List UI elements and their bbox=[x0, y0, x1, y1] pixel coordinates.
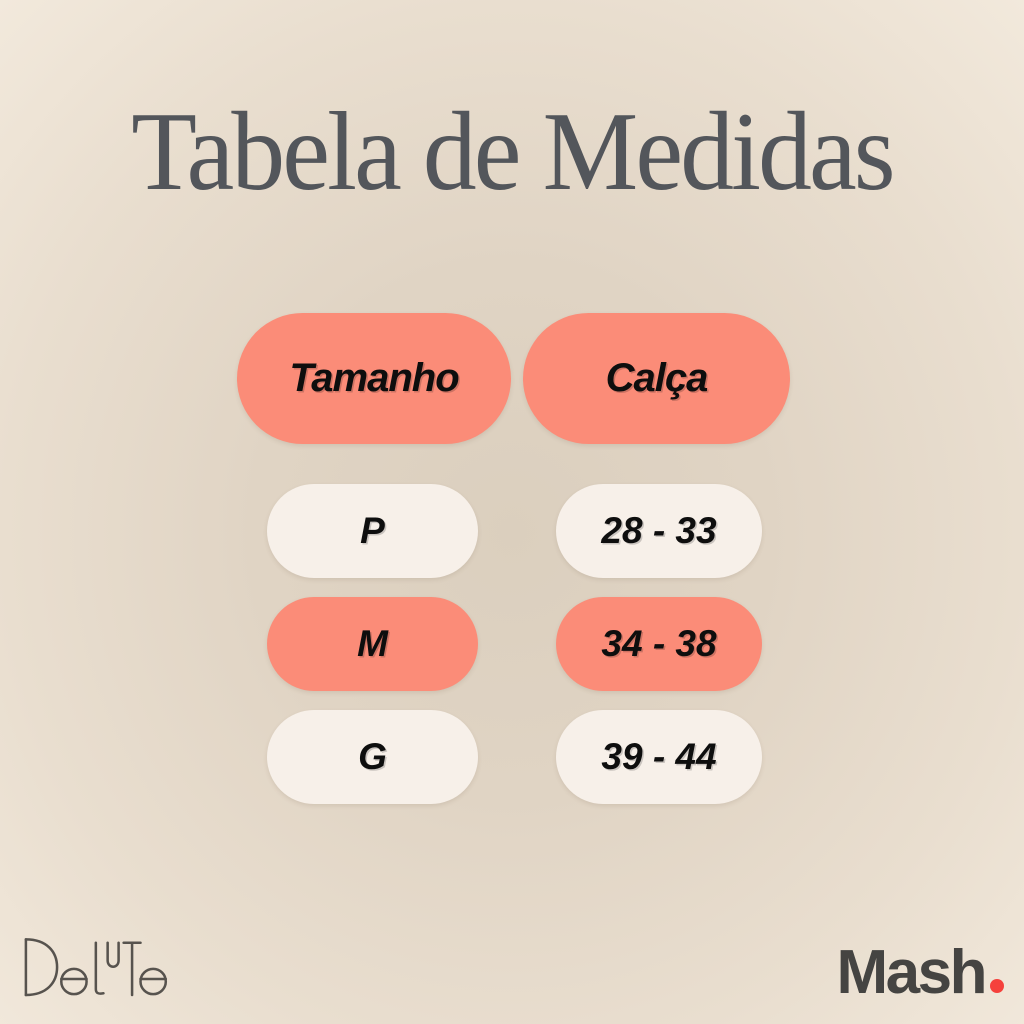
size-value-g: G bbox=[358, 736, 387, 777]
mash-logo-text: Mash bbox=[836, 938, 988, 1007]
calca-range-p: 28 - 33 bbox=[601, 510, 717, 551]
page-title: Tabela de Medidas bbox=[131, 90, 895, 214]
table-row-p-calca-pill: 28 - 33 bbox=[556, 484, 762, 578]
delute-logo bbox=[20, 930, 170, 1006]
table-row-m-size-pill: M bbox=[267, 597, 478, 691]
table-row-p-size-pill: P bbox=[267, 484, 478, 578]
calca-range-g: 39 - 44 bbox=[601, 736, 717, 777]
size-value-p: P bbox=[360, 510, 385, 551]
header-pill-calca: Calça bbox=[523, 313, 790, 444]
table-row-m-calca-pill: 34 - 38 bbox=[556, 597, 762, 691]
header-pill-tamanho: Tamanho bbox=[237, 313, 511, 444]
header-label-calca: Calça bbox=[605, 356, 709, 400]
size-value-m: M bbox=[357, 623, 388, 664]
mash-logo-dot-icon bbox=[990, 979, 1004, 993]
calca-range-m: 34 - 38 bbox=[601, 623, 717, 664]
table-row-g-size-pill: G bbox=[267, 710, 478, 804]
delute-logo-svg bbox=[24, 938, 168, 997]
header-label-tamanho: Tamanho bbox=[289, 356, 459, 400]
mash-logo: Mash bbox=[837, 942, 1004, 1004]
table-row-g-calca-pill: 39 - 44 bbox=[556, 710, 762, 804]
